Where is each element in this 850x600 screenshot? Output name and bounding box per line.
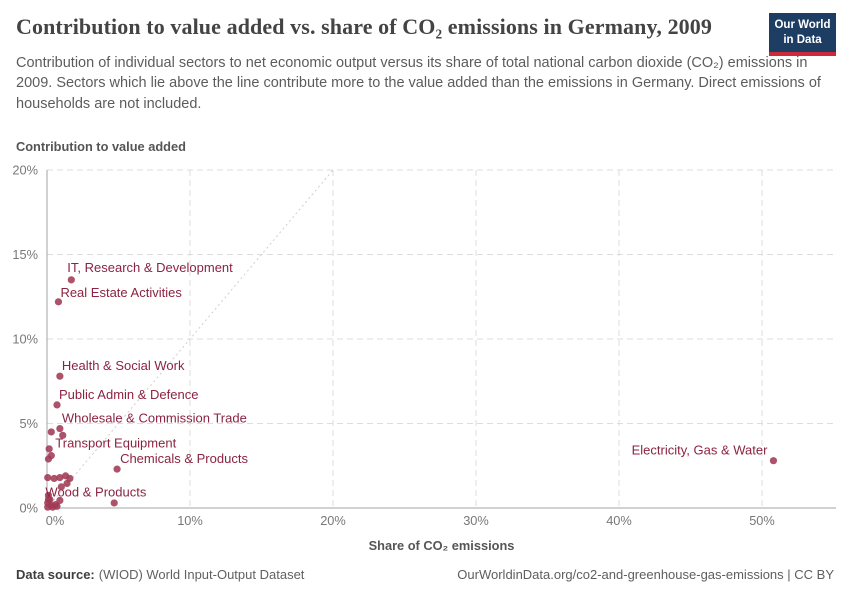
data-point[interactable]: [57, 483, 65, 491]
x-tick-label: 20%: [320, 513, 346, 528]
data-point[interactable]: [47, 428, 55, 436]
owid-logo-box: Our World in Data: [769, 13, 836, 52]
data-point[interactable]: [50, 474, 58, 483]
data-point[interactable]: [56, 473, 64, 482]
owid-logo-red-bar: [769, 51, 836, 56]
data-point[interactable]: [63, 479, 71, 488]
point-health-social-work[interactable]: [56, 372, 64, 380]
point-electricity-gas-water[interactable]: [769, 457, 778, 465]
data-point[interactable]: [59, 431, 67, 439]
point-label-wholesale-commission-trade: Wholesale & Commission Trade: [62, 411, 247, 426]
x-axis-title: Share of CO₂ emissions: [368, 538, 515, 553]
point-label-wood-products: Wood & Products: [45, 485, 146, 500]
y-axis-title: Contribution to value added: [16, 139, 186, 154]
owid-logo[interactable]: Our World in Data: [769, 13, 836, 56]
data-source-value: (WIOD) World Input-Output Dataset: [98, 567, 305, 582]
point-real-estate-activities[interactable]: [54, 298, 63, 306]
point-wood-products[interactable]: [44, 495, 53, 504]
point-label-chemicals-products: Chemicals & Products: [120, 451, 248, 466]
point-label-electricity-gas-water: Electricity, Gas & Water: [632, 443, 768, 458]
owid-logo-line1: Our World: [774, 19, 831, 31]
x-tick-label: 50%: [749, 513, 775, 528]
scatter-plot[interactable]: 0% 5% 10% 15% 20% 0% 10% 20% 30% 40% 50% IT, Resear…: [0, 155, 850, 555]
x-tick-label: 0%: [46, 513, 65, 528]
owid-logo-line2: in Data: [783, 33, 822, 46]
point-it-research-development[interactable]: [67, 276, 75, 284]
point-label-it-research-development: IT, Research & Development: [67, 260, 233, 275]
point-label-real-estate-activities: Real Estate Activities: [60, 285, 182, 300]
chart-footer: Data source: (WIOD) World Input-Output Da…: [16, 567, 834, 582]
data-point[interactable]: [44, 473, 52, 482]
data-point[interactable]: [44, 503, 52, 511]
chart-header: Contribution to value added vs. share of…: [16, 12, 821, 115]
point-public-admin-defence[interactable]: [53, 401, 61, 409]
x-tick-label: 10%: [177, 513, 203, 528]
y-tick-label: 10%: [12, 332, 38, 347]
y-tick-label: 15%: [12, 247, 38, 262]
data-point[interactable]: [56, 496, 64, 504]
x-tick-label: 30%: [463, 513, 489, 528]
data-source-label: Data source:: [16, 567, 95, 582]
y-tick-label: 20%: [12, 163, 38, 178]
data-point[interactable]: [110, 499, 118, 507]
identity-line: [46, 169, 334, 509]
point-transport-equipment[interactable]: [47, 452, 55, 460]
x-tick-label: 40%: [606, 513, 632, 528]
point-label-health-social-work: Health & Social Work: [62, 358, 185, 373]
point-label-transport-equipment: Transport Equipment: [55, 436, 176, 451]
y-tick-label: 0%: [20, 501, 39, 516]
chart-subtitle: Contribution of individual sectors to ne…: [16, 54, 821, 112]
point-wholesale-commission-trade[interactable]: [56, 424, 64, 433]
footer-link[interactable]: OurWorldinData.org/co2-and-greenhouse-ga…: [457, 567, 834, 582]
point-chemicals-products[interactable]: [113, 465, 121, 473]
y-tick-label: 5%: [20, 416, 39, 431]
chart-title: Contribution to value added vs. share of…: [16, 14, 712, 39]
data-source: Data source: (WIOD) World Input-Output Da…: [16, 567, 304, 582]
data-point[interactable]: [53, 502, 61, 510]
point-label-public-admin-defence: Public Admin & Defence: [59, 387, 198, 402]
data-point[interactable]: [45, 445, 53, 453]
